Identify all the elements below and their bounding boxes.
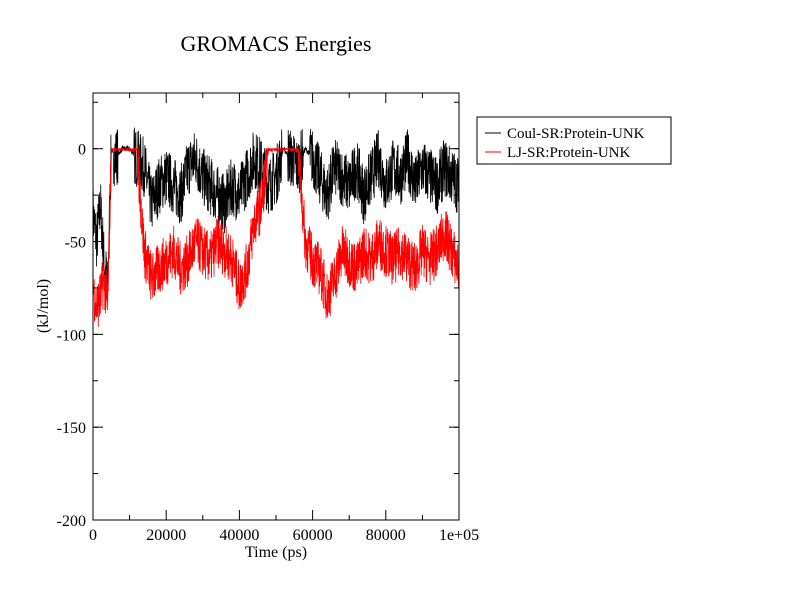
y-axis-label: (kJ/mol) [35,279,52,333]
series-line-coul-sr [92,127,460,290]
y-tick-label: -200 [57,513,86,530]
legend: Coul-SR:Protein-UNK LJ-SR:Protein-UNK [476,116,672,165]
x-axis: 0 20000 40000 60000 80000 1e+05 [89,93,479,544]
series-layer [92,127,460,327]
legend-label-lj: LJ-SR:Protein-UNK [507,145,631,161]
x-tick-label: 80000 [366,527,406,544]
y-tick-label: -50 [65,235,86,252]
legend-label-coul: Coul-SR:Protein-UNK [507,126,645,142]
x-axis-label: Time (ps) [245,544,307,561]
x-tick-label: 20000 [146,527,186,544]
x-tick-label: 40000 [219,527,259,544]
y-tick-label: 0 [78,142,86,159]
chart-title: GROMACS Energies [181,31,372,56]
y-tick-label: -150 [57,420,86,437]
x-tick-label: 0 [89,527,97,544]
x-tick-label: 1e+05 [439,527,479,544]
y-axis: 0 -50 -100 -150 -200 [57,101,459,530]
x-tick-label: 60000 [293,527,333,544]
y-tick-label: -100 [57,327,86,344]
series-line-lj-sr [92,147,460,327]
legend-box [476,116,672,165]
